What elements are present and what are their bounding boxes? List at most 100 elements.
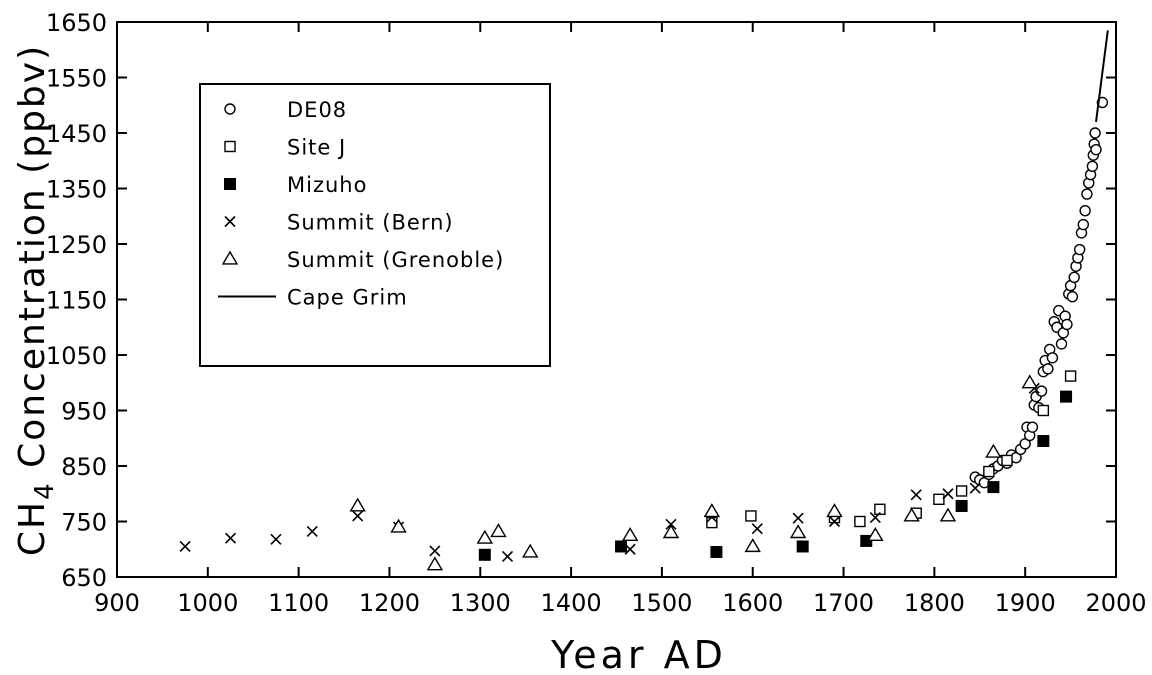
series-de08-point <box>1077 218 1090 231</box>
x-tick-label: 2000 <box>1085 589 1146 617</box>
series-site-j-point <box>874 503 886 515</box>
y-tick-label: 650 <box>61 564 107 592</box>
x-tick-label: 1600 <box>722 589 783 617</box>
series-summit-grenoble-point <box>903 507 920 522</box>
x-tick-label: 1400 <box>541 589 602 617</box>
series-summit-grenoble-point <box>426 556 444 571</box>
series-summit-bern-point <box>352 510 364 522</box>
legend-summit-grenoble-symbol <box>221 250 239 265</box>
series-summit-bern-point <box>624 543 636 555</box>
legend-summit-grenoble-label: Summit (Grenoble) <box>287 248 504 272</box>
x-tick-label: 1500 <box>631 589 692 617</box>
legend: DE08 Site J Mizuho Summit (Bern) Summit (Gre… <box>199 83 551 367</box>
y-axis-title-subscript: 4 <box>30 481 60 500</box>
series-summit-grenoble-point <box>744 538 761 553</box>
series-de08-point <box>1089 127 1101 139</box>
series-summit-grenoble-point <box>349 497 366 512</box>
x-tick-label: 1900 <box>995 589 1056 617</box>
series-mizuho-point <box>1037 435 1050 448</box>
series-de08-point <box>1055 338 1068 350</box>
series-site-j-point <box>1037 404 1050 417</box>
series-summit-grenoble-point <box>789 524 807 539</box>
series-de08-point <box>1026 421 1039 433</box>
series-de08-point <box>1096 96 1109 109</box>
series-site-j-point <box>983 465 995 478</box>
series-summit-bern-point <box>306 525 318 538</box>
series-summit-bern-point <box>869 512 881 524</box>
series-site-j-point <box>854 515 866 528</box>
series-summit-bern-point <box>792 512 804 524</box>
series-summit-grenoble-point <box>476 529 494 544</box>
series-summit-grenoble-point <box>1021 374 1038 389</box>
y-tick-label: 750 <box>61 509 107 537</box>
x-tick-label: 1100 <box>268 589 329 617</box>
series-mizuho-point <box>615 540 628 553</box>
series-summit-grenoble-point <box>390 518 407 533</box>
series-summit-grenoble-point <box>939 507 957 522</box>
series-summit-grenoble-point <box>703 503 721 518</box>
series-site-j-point <box>1001 454 1013 467</box>
y-tick-label: 1150 <box>46 287 107 315</box>
series-summit-grenoble-point <box>826 503 843 518</box>
series-site-j-point <box>1064 370 1077 382</box>
legend-site-j-label: Site J <box>287 136 346 160</box>
series-mizuho-point <box>478 548 491 561</box>
y-tick-label: 1550 <box>46 65 107 93</box>
series-de08-point <box>1042 363 1054 375</box>
series-summit-grenoble-point <box>867 526 884 541</box>
series-summit-bern-point <box>429 545 441 557</box>
x-tick-label: 1700 <box>813 589 874 617</box>
legend-summit-bern-symbol <box>224 215 236 228</box>
x-axis-title: Year AD <box>550 633 727 675</box>
y-tick-label: 1350 <box>46 176 107 204</box>
legend-de08-label: DE08 <box>287 98 347 122</box>
series-summit-grenoble-point <box>985 443 1002 458</box>
series-summit-bern-point <box>224 532 237 544</box>
legend-box <box>199 83 551 367</box>
y-tick-label: 1250 <box>46 231 107 259</box>
series-summit-grenoble-point <box>521 543 539 558</box>
series-de08-point <box>1073 243 1086 256</box>
x-tick-label: 1300 <box>450 589 511 617</box>
series-summit-grenoble-point <box>490 523 507 538</box>
series-site-j-point <box>706 516 718 529</box>
series-summit-bern-point <box>179 540 191 553</box>
legend-site-j-symbol <box>224 140 236 153</box>
y-tick-label: 850 <box>61 453 107 481</box>
y-tick-label: 1650 <box>46 9 107 37</box>
series-summit-bern-point <box>751 523 763 535</box>
series-mizuho-point <box>987 481 1000 494</box>
series-de08-point <box>1081 188 1093 200</box>
series-summit-bern-point <box>828 515 841 528</box>
series-summit-bern-point <box>942 488 954 500</box>
legend-summit-bern-label: Summit (Bern) <box>287 211 454 235</box>
series-mizuho-point <box>796 540 809 553</box>
series-summit-grenoble-point <box>662 524 680 539</box>
series-site-j-point <box>745 510 757 522</box>
series-summit-grenoble-point <box>621 526 639 541</box>
y-axis-title: CH4 Concentration (ppbv) <box>12 44 60 556</box>
y-tick-label: 950 <box>61 398 107 426</box>
series-summit-bern-point <box>270 533 282 545</box>
data-marks <box>179 30 1109 571</box>
y-tick-label: 1050 <box>46 342 107 370</box>
x-tick-label: 1000 <box>177 589 238 617</box>
legend-mizuho-label: Mizuho <box>287 173 367 197</box>
x-tick-label: 900 <box>94 589 140 617</box>
series-summit-bern-point <box>969 482 981 494</box>
y-tick-label: 1450 <box>46 120 107 148</box>
series-de08-point <box>1046 352 1059 364</box>
x-tick-label: 1800 <box>904 589 965 617</box>
ticks: 900 1000 1100 1200 1300 1400 1500 1600 1700 1800 1… <box>46 9 1147 617</box>
series-de08-point <box>1086 160 1099 173</box>
legend-mizuho-symbol <box>224 178 236 190</box>
series-mizuho-point <box>1060 390 1073 403</box>
series-de08-point <box>1090 143 1102 156</box>
series-de08-point <box>1066 291 1079 303</box>
series-cape-grim-line <box>1095 30 1109 123</box>
legend-cape-grim-label: Cape Grim <box>287 286 408 310</box>
series-mizuho-point <box>710 546 723 559</box>
series-site-j-point <box>955 485 968 497</box>
series-de08-point <box>1079 204 1091 217</box>
